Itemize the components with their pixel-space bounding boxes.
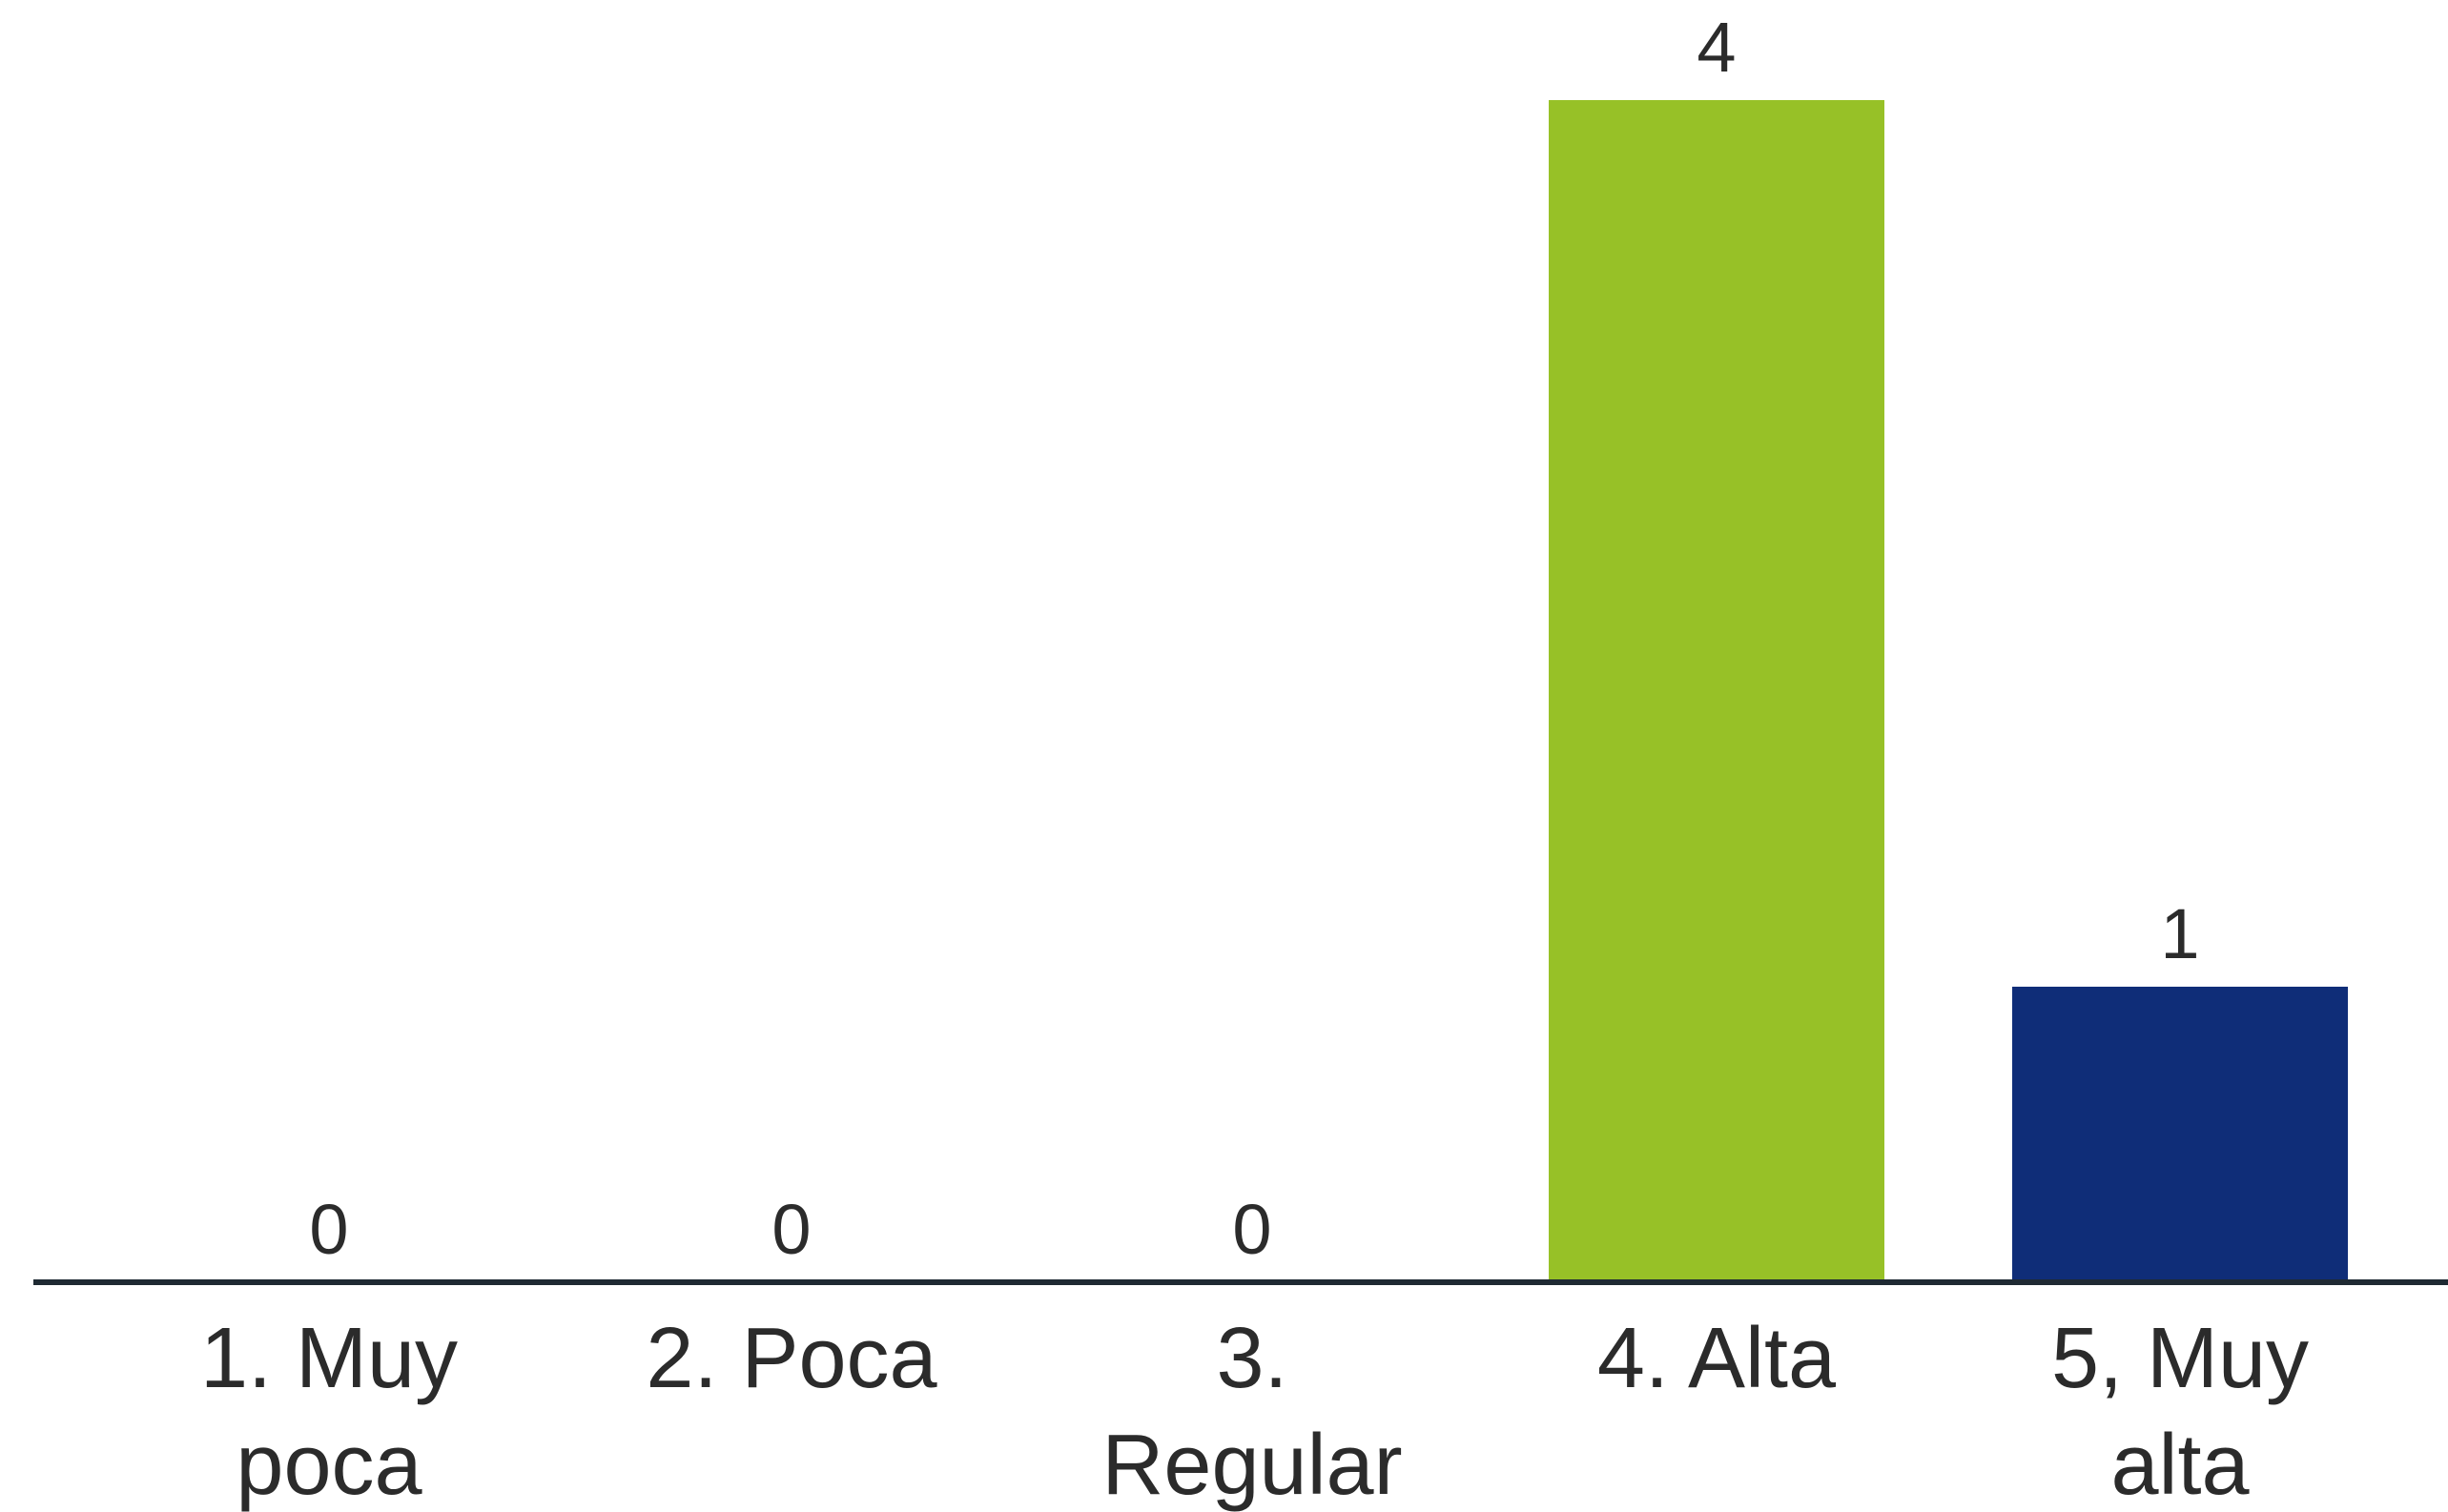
category-label-5-line-1: 5, Muy — [2051, 1311, 2309, 1406]
bars-group — [1549, 100, 2348, 1282]
value-labels-group: 0 0 0 4 1 — [309, 8, 2199, 1269]
category-label-5-line-2: alta — [2110, 1418, 2250, 1512]
category-labels-group: 1. Muy poca 2. Poca 3. Regular 4. Alta 5, Muy a… — [200, 1311, 2309, 1512]
value-label-2: 0 — [771, 1190, 811, 1269]
value-label-1: 0 — [309, 1190, 348, 1269]
category-label-4: 4. Alta — [1597, 1311, 1837, 1406]
category-label-2: 2. Poca — [646, 1311, 937, 1406]
value-label-5: 1 — [2160, 894, 2199, 973]
value-label-4: 4 — [1697, 8, 1736, 87]
category-label-5: 5, Muy alta — [2051, 1311, 2309, 1512]
category-label-2-line-1: 2. Poca — [646, 1311, 937, 1406]
value-label-3: 0 — [1232, 1190, 1271, 1269]
category-label-3-line-1: 3. — [1216, 1311, 1287, 1406]
category-label-3-line-2: Regular — [1101, 1418, 1402, 1512]
category-label-1-line-1: 1. Muy — [200, 1311, 458, 1406]
bar-4 — [1549, 100, 1884, 1282]
category-label-1: 1. Muy poca — [200, 1311, 458, 1512]
category-label-1-line-2: poca — [236, 1418, 422, 1512]
bar-5 — [2012, 987, 2348, 1282]
category-label-4-line-1: 4. Alta — [1597, 1311, 1837, 1406]
category-label-3: 3. Regular — [1101, 1311, 1402, 1512]
